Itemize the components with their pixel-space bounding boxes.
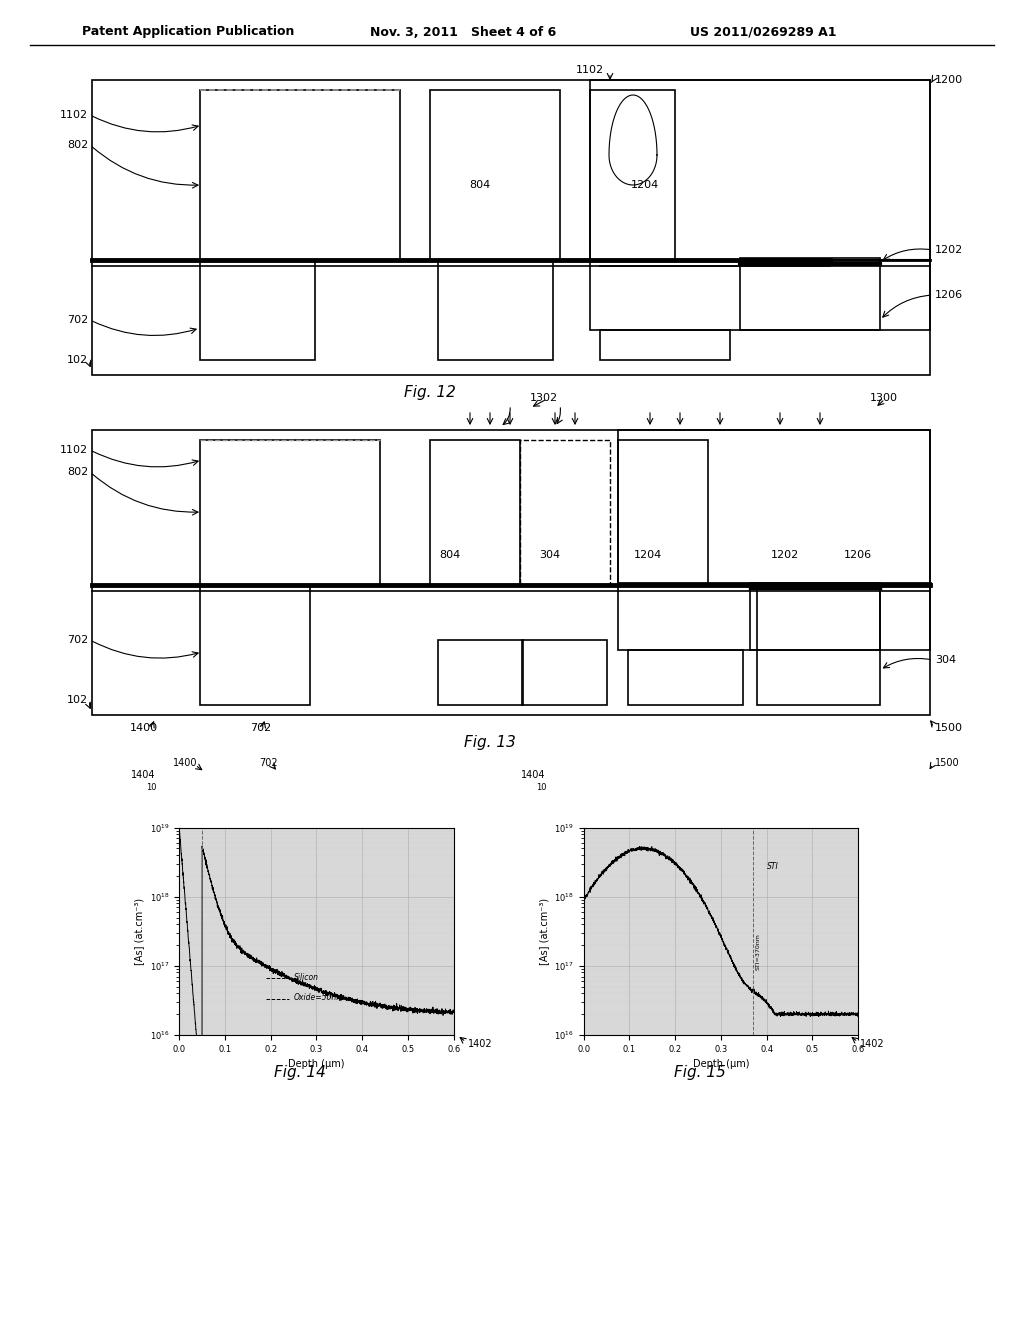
Text: 1202: 1202 <box>771 550 799 560</box>
Text: STI: STI <box>767 862 778 871</box>
Text: 702: 702 <box>259 758 278 768</box>
Text: Fig. 12: Fig. 12 <box>404 384 456 400</box>
Bar <box>520 440 610 585</box>
Text: 1204: 1204 <box>634 550 663 560</box>
Text: 1300: 1300 <box>870 393 898 403</box>
Text: Silicon: Silicon <box>294 973 318 982</box>
Text: US 2011/0269289 A1: US 2011/0269289 A1 <box>690 25 837 38</box>
Y-axis label: [As] (at.cm⁻³): [As] (at.cm⁻³) <box>134 898 144 965</box>
Text: 102: 102 <box>67 355 88 366</box>
Bar <box>757 585 880 705</box>
Bar <box>200 585 310 705</box>
Text: 702: 702 <box>67 315 88 325</box>
Text: 1102: 1102 <box>59 110 88 120</box>
Text: 1400: 1400 <box>173 758 198 768</box>
Text: 1404: 1404 <box>130 770 155 780</box>
Bar <box>438 260 553 360</box>
Text: 1206: 1206 <box>844 550 872 560</box>
Text: 304: 304 <box>540 550 560 560</box>
Bar <box>92 430 930 715</box>
Text: Fig. 15: Fig. 15 <box>674 1064 726 1080</box>
X-axis label: Depth (μm): Depth (μm) <box>692 1059 750 1069</box>
Text: Patent Application Publication: Patent Application Publication <box>82 25 294 38</box>
Bar <box>200 440 380 585</box>
Text: 1202: 1202 <box>935 246 964 255</box>
Text: 1402: 1402 <box>468 1039 493 1049</box>
Bar <box>740 257 880 330</box>
Y-axis label: [As] (at.cm⁻³): [As] (at.cm⁻³) <box>539 898 549 965</box>
Bar <box>200 90 400 260</box>
Text: 1302: 1302 <box>530 393 558 403</box>
X-axis label: Depth (μm): Depth (μm) <box>288 1059 345 1069</box>
Text: 1102: 1102 <box>59 445 88 455</box>
Bar <box>590 81 930 330</box>
Text: 702: 702 <box>250 723 271 733</box>
Text: 1200: 1200 <box>935 75 964 84</box>
Text: 802: 802 <box>67 140 88 150</box>
Bar <box>438 640 523 705</box>
Text: 1404: 1404 <box>520 770 545 780</box>
Text: Fig. 14: Fig. 14 <box>274 1064 326 1080</box>
Bar <box>522 640 607 705</box>
Text: 1206: 1206 <box>935 290 964 300</box>
Text: 802: 802 <box>67 467 88 477</box>
Text: 804: 804 <box>469 180 490 190</box>
Bar <box>618 430 930 649</box>
Text: Oxide=50nm: Oxide=50nm <box>294 994 344 1002</box>
Bar <box>590 90 675 260</box>
Text: 1102: 1102 <box>575 65 604 75</box>
Text: 304: 304 <box>935 655 956 665</box>
Bar <box>600 330 730 360</box>
Text: 10: 10 <box>537 784 547 792</box>
Bar <box>618 440 708 585</box>
Bar <box>750 583 880 649</box>
Text: 1402: 1402 <box>860 1039 885 1049</box>
Text: 1400: 1400 <box>130 723 158 733</box>
Text: 1500: 1500 <box>935 758 959 768</box>
Bar <box>430 440 520 585</box>
Text: Nov. 3, 2011   Sheet 4 of 6: Nov. 3, 2011 Sheet 4 of 6 <box>370 25 556 38</box>
Bar <box>628 649 743 705</box>
Text: STI=370nm: STI=370nm <box>755 933 760 970</box>
Text: 804: 804 <box>439 550 461 560</box>
Bar <box>92 81 930 375</box>
Text: 1500: 1500 <box>935 723 963 733</box>
Text: 10: 10 <box>146 784 157 792</box>
Text: 702: 702 <box>67 635 88 645</box>
Bar <box>430 90 560 260</box>
Text: Fig. 13: Fig. 13 <box>464 735 516 751</box>
Text: 102: 102 <box>67 696 88 705</box>
Text: 1204: 1204 <box>631 180 659 190</box>
Bar <box>200 260 315 360</box>
